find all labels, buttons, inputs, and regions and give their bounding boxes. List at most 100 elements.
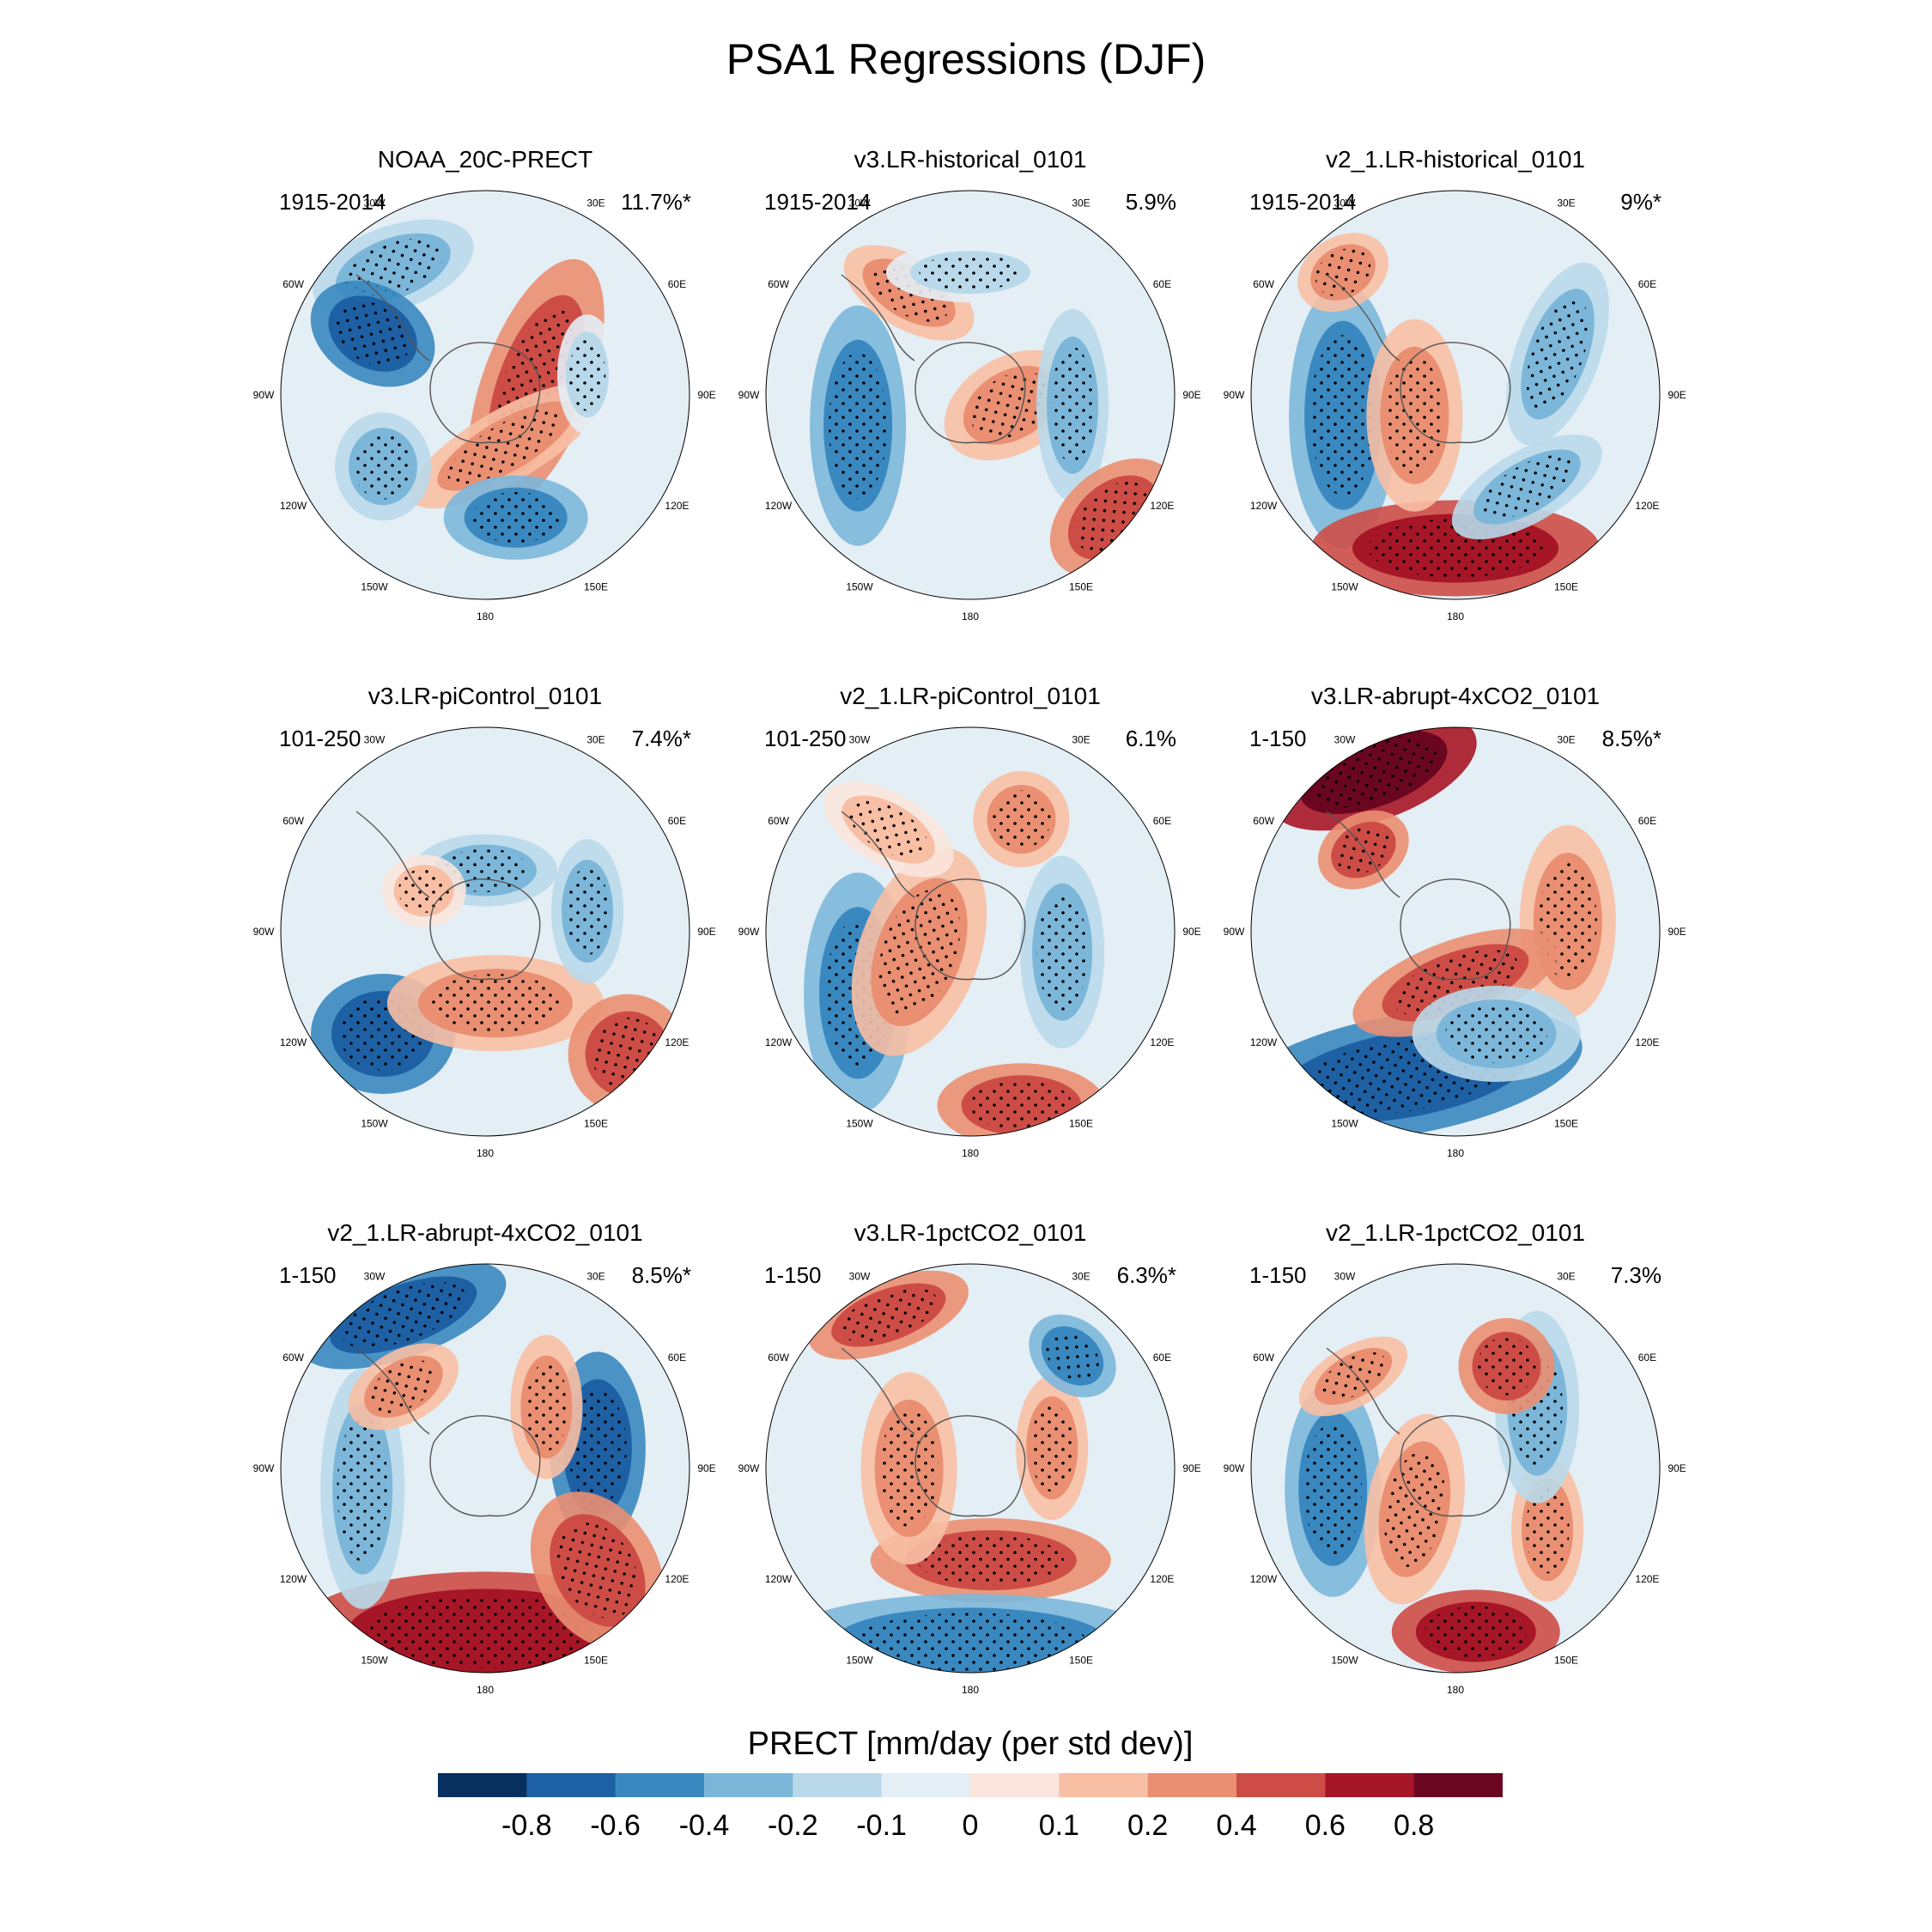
colorbar-swatch (1236, 1773, 1326, 1797)
south-america-coastline (355, 274, 430, 361)
significance-stippling (1481, 455, 1573, 519)
longitude-label: 150W (361, 580, 388, 592)
colorbar-tick-label: 0 (963, 1809, 979, 1842)
longitude-label: 60E (668, 278, 686, 290)
significance-stippling (917, 1534, 1064, 1586)
map-boundary (1250, 190, 1661, 600)
map-panel: NOAA_20C-PRECT1915-201411.7%*030E60E90E1… (245, 146, 726, 678)
polar-map: 030E60E90E120E150E180150W120W90W60W30W (738, 1263, 1201, 1696)
significance-stippling (919, 253, 1022, 291)
south-america-coastline (1326, 274, 1400, 361)
map-panel: v3.LR-piControl_0101101-2507.4%*030E60E9… (245, 683, 726, 1215)
longitude-label: 60W (1253, 815, 1274, 827)
longitude-label: 150W (846, 1654, 873, 1666)
panel-years: 1915-2014 (1249, 189, 1357, 215)
polar-map: 030E60E90E120E150E180150W120W90W60W30W (1224, 190, 1686, 623)
longitude-label: 150W (846, 580, 873, 592)
figure-title: PSA1 Regressions (DJF) (726, 35, 1206, 83)
antarctica-coastline (1400, 342, 1511, 444)
longitude-label: 150E (584, 580, 608, 592)
panel-title: v2_1.LR-piControl_0101 (840, 683, 1101, 709)
longitude-label: 150W (1331, 580, 1358, 592)
map-boundary (765, 726, 1176, 1137)
significance-stippling (568, 337, 606, 411)
longitude-label: 120E (1635, 1036, 1659, 1048)
panel-title: v3.LR-historical_0101 (854, 146, 1087, 173)
significance-stippling (1303, 1423, 1363, 1555)
longitude-label: 150W (361, 1654, 388, 1666)
antarctica-coastline (914, 342, 1026, 444)
south-america-coastline (355, 811, 430, 898)
longitude-label: 30W (1334, 197, 1356, 210)
longitude-label: 120E (1150, 1036, 1174, 1048)
panel-variance-explained: 6.3%* (1116, 1262, 1176, 1288)
longitude-label: 30W (849, 197, 871, 210)
longitude-label: 30E (1072, 197, 1090, 210)
longitude-label: 120E (665, 1573, 689, 1585)
longitude-label: 150E (1069, 1654, 1093, 1666)
longitude-label: 90W (253, 926, 275, 938)
colorbar-tick-label: -0.2 (768, 1809, 818, 1842)
longitude-label: 150E (584, 1117, 608, 1129)
panel-years: 1-150 (279, 1262, 337, 1288)
significance-stippling (335, 301, 411, 367)
longitude-label: 120W (280, 1573, 307, 1585)
longitude-label: 30W (849, 1271, 871, 1283)
significance-stippling (970, 1079, 1072, 1132)
colorbar-tick-label: 0.1 (1039, 1809, 1079, 1842)
antarctica-coastline (1400, 1415, 1511, 1517)
longitude-label: 120W (1250, 500, 1278, 512)
polar-map: 030E60E90E120E150E180150W120W90W60W30W (1224, 1263, 1686, 1696)
longitude-label: 60E (668, 1352, 686, 1364)
map-boundary (280, 190, 690, 600)
polar-map: 030E60E90E120E150E180150W120W90W60W30W (253, 190, 716, 623)
longitude-label: 90W (738, 1462, 760, 1474)
colorbar-swatch (1325, 1773, 1415, 1797)
longitude-label: 150W (1331, 1654, 1358, 1666)
longitude-label: 150E (1069, 1117, 1093, 1129)
longitude-label: 60E (1638, 815, 1656, 827)
significance-stippling (369, 1360, 437, 1413)
longitude-label: 120E (1150, 500, 1174, 512)
longitude-label: 30E (1557, 1271, 1575, 1283)
colorbar-swatch (526, 1773, 617, 1797)
significance-stippling (341, 1282, 466, 1348)
longitude-label: 30E (586, 1271, 605, 1283)
longitude-label: 90E (1668, 1462, 1686, 1474)
map-panel: v3.LR-abrupt-4xCO2_01011-1508.5%*030E60E… (1215, 683, 1696, 1215)
colorbar-tick-label: -0.4 (679, 1809, 730, 1842)
longitude-label: 120W (765, 500, 793, 512)
longitude-label: 60W (283, 278, 304, 290)
longitude-label: 180 (1447, 1684, 1464, 1696)
significance-stippling (992, 790, 1051, 849)
colorbar-swatch (1059, 1773, 1149, 1797)
map-boundary (765, 190, 1176, 600)
panel-variance-explained: 7.4%* (631, 726, 691, 751)
colorbar-swatch (1147, 1773, 1237, 1797)
significance-stippling (429, 974, 562, 1033)
longitude-label: 90E (1182, 926, 1200, 938)
antarctica-coastline (1400, 878, 1511, 981)
longitude-label: 60E (1638, 278, 1656, 290)
antarctica-coastline (429, 878, 541, 981)
significance-stippling (1526, 298, 1589, 410)
significance-stippling (829, 352, 888, 499)
panel-variance-explained: 9%* (1620, 189, 1662, 215)
panel-title: v3.LR-piControl_0101 (368, 683, 603, 709)
significance-stippling (337, 1415, 388, 1562)
map-boundary (1250, 1263, 1661, 1674)
longitude-label: 30W (364, 1271, 386, 1283)
longitude-label: 30E (586, 197, 605, 210)
longitude-label: 90W (738, 389, 760, 401)
longitude-label: 30W (1334, 734, 1356, 746)
longitude-label: 150E (1554, 1654, 1578, 1666)
colorbar-swatch (615, 1773, 705, 1797)
panel-title: NOAA_20C-PRECT (377, 146, 593, 173)
colorbar-tick-label: -0.6 (590, 1809, 641, 1842)
significance-stippling (568, 1389, 627, 1507)
antarctica-coastline (429, 342, 541, 444)
significance-stippling (524, 1363, 568, 1451)
panel-variance-explained: 7.3% (1610, 1262, 1662, 1288)
antarctica-coastline (914, 878, 1026, 981)
significance-stippling (1315, 248, 1371, 297)
